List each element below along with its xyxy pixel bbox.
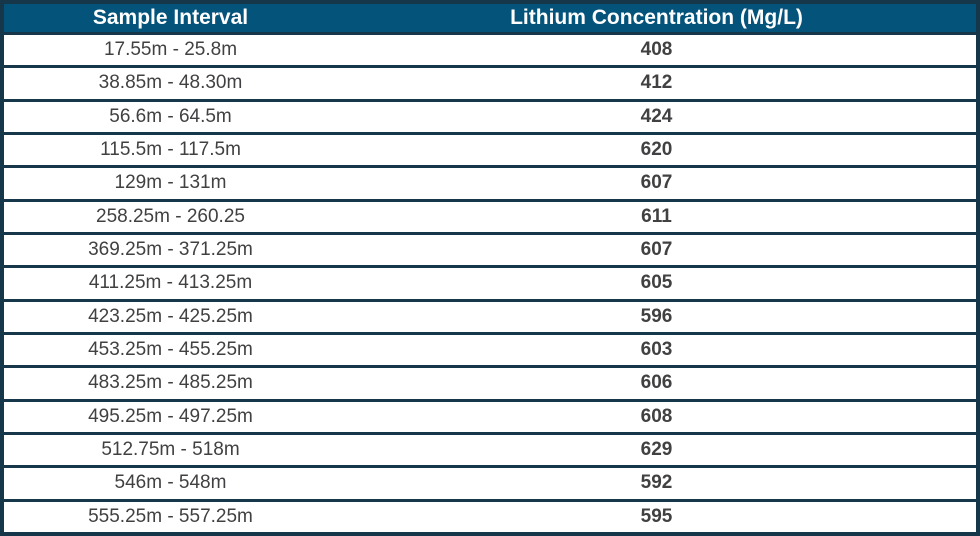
sample-interval-cell: 56.6m - 64.5m: [2, 98, 337, 134]
concentration-value-cell: 606: [337, 365, 978, 401]
sample-interval-cell: 258.25m - 260.25: [2, 198, 337, 234]
sample-interval-cell: 555.25m - 557.25m: [2, 498, 337, 534]
table-row: 512.75m - 518m 629: [2, 431, 978, 467]
concentration-value-cell: 608: [337, 398, 978, 434]
table-row: 453.25m - 455.25m 603: [2, 331, 978, 367]
column-header-lithium-concentration: Lithium Concentration (Mg/L): [337, 2, 979, 35]
table-row: 423.25m - 425.25m 596: [2, 298, 978, 334]
concentration-value-cell: 595: [337, 498, 978, 534]
sample-interval-cell: 495.25m - 497.25m: [2, 398, 337, 434]
table-header: Sample Interval Lithium Concentration (M…: [1, 2, 979, 35]
table-row: 258.25m - 260.25 611: [2, 198, 978, 234]
sample-interval-cell: 129m - 131m: [2, 165, 337, 201]
table-row: 129m - 131m 607: [2, 165, 978, 201]
table-row: 369.25m - 371.25m 607: [2, 231, 978, 267]
sample-interval-cell: 483.25m - 485.25m: [2, 365, 337, 401]
sample-interval-cell: 411.25m - 413.25m: [2, 265, 337, 301]
sample-interval-cell: 512.75m - 518m: [2, 431, 337, 467]
header-row: Sample Interval Lithium Concentration (M…: [1, 2, 979, 35]
concentration-value-cell: 424: [337, 98, 978, 134]
table-row: 17.55m - 25.8m 408: [2, 33, 978, 67]
sample-interval-cell: 546m - 548m: [2, 465, 337, 501]
concentration-value-cell: 629: [337, 431, 978, 467]
concentration-value-cell: 592: [337, 465, 978, 501]
sample-interval-cell: 115.5m - 117.5m: [2, 131, 337, 167]
table-row: 483.25m - 485.25m 606: [2, 365, 978, 401]
sample-interval-cell: 423.25m - 425.25m: [2, 298, 337, 334]
table-row: 546m - 548m 592: [2, 465, 978, 501]
table-row: 38.85m - 48.30m 412: [2, 65, 978, 101]
table-body: 17.55m - 25.8m 408 38.85m - 48.30m 412 56.6m…: [2, 33, 978, 534]
table-row: 411.25m - 413.25m 605: [2, 265, 978, 301]
concentration-value-cell: 607: [337, 231, 978, 267]
table-row: 555.25m - 557.25m 595: [2, 498, 978, 534]
concentration-value-cell: 607: [337, 165, 978, 201]
table-row: 115.5m - 117.5m 620: [2, 131, 978, 167]
concentration-value-cell: 605: [337, 265, 978, 301]
concentration-value-cell: 620: [337, 131, 978, 167]
table-row: 56.6m - 64.5m 424: [2, 98, 978, 134]
column-header-sample-interval: Sample Interval: [1, 2, 337, 35]
sample-interval-cell: 369.25m - 371.25m: [2, 231, 337, 267]
concentration-value-cell: 408: [640, 39, 673, 61]
concentration-value-cell: 603: [337, 331, 978, 367]
sample-interval-cell: 17.55m - 25.8m: [103, 39, 238, 61]
concentration-value-cell: 412: [337, 65, 978, 101]
concentration-value-cell: 596: [337, 298, 978, 334]
sample-interval-cell: 453.25m - 455.25m: [2, 331, 337, 367]
table-row: 495.25m - 497.25m 608: [2, 398, 978, 434]
concentration-value-cell: 611: [337, 198, 978, 234]
sample-interval-cell: 38.85m - 48.30m: [2, 65, 337, 101]
